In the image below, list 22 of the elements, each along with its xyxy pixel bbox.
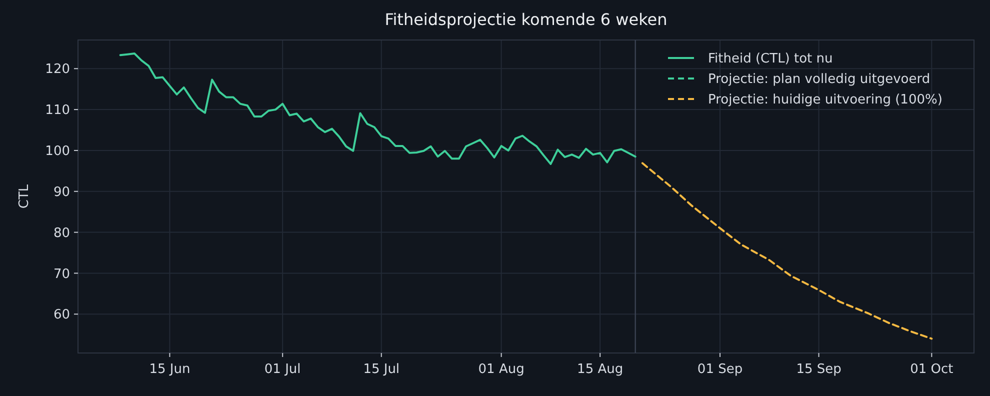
x-tick-label: 01 Jul: [264, 362, 301, 377]
y-tick-label: 60: [53, 308, 70, 323]
y-axis-title: CTL: [17, 184, 32, 209]
y-tick-label: 100: [45, 144, 70, 160]
x-tick-label: 15 Jun: [149, 362, 190, 377]
y-tick-label: 70: [53, 266, 70, 282]
x-tick-label: 01 Sep: [697, 362, 743, 377]
x-tick-label: 15 Sep: [796, 362, 842, 377]
x-tick-label: 01 Aug: [478, 362, 524, 377]
x-tick-label: 01 Oct: [910, 362, 954, 377]
line-series: [641, 162, 933, 340]
y-tick-label: 110: [45, 103, 70, 118]
y-tick-label: 80: [53, 226, 70, 241]
line-series: [119, 52, 636, 165]
x-tick-label: 15 Aug: [577, 362, 624, 377]
legend-label: Projectie: plan volledig uitgevoerd: [708, 72, 930, 88]
y-tick-label: 90: [53, 184, 70, 200]
legend-label: Projectie: huidige uitvoering (100%): [708, 92, 942, 108]
chart-title: Fitheidsprojectie komende 6 weken: [384, 10, 668, 29]
legend-label: Fitheid (CTL) tot nu: [708, 52, 833, 67]
x-tick-label: 15 Jul: [363, 362, 400, 377]
y-tick-label: 120: [45, 62, 70, 78]
